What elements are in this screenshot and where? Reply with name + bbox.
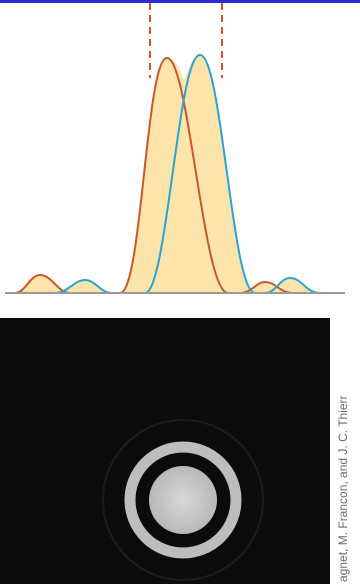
intensity-plot: [5, 3, 345, 293]
top-rule: [0, 0, 360, 3]
fill: [120, 55, 255, 293]
photo-credit: agnet, M. Francon, and J. C. Thierr: [336, 395, 350, 582]
diffraction-photo: [0, 318, 330, 584]
page: {"credit": "agnet, M. Francon, and J. C.…: [0, 0, 360, 584]
central-disk: [149, 466, 217, 534]
figure: agnet, M. Francon, and J. C. Thierr: [0, 0, 360, 584]
